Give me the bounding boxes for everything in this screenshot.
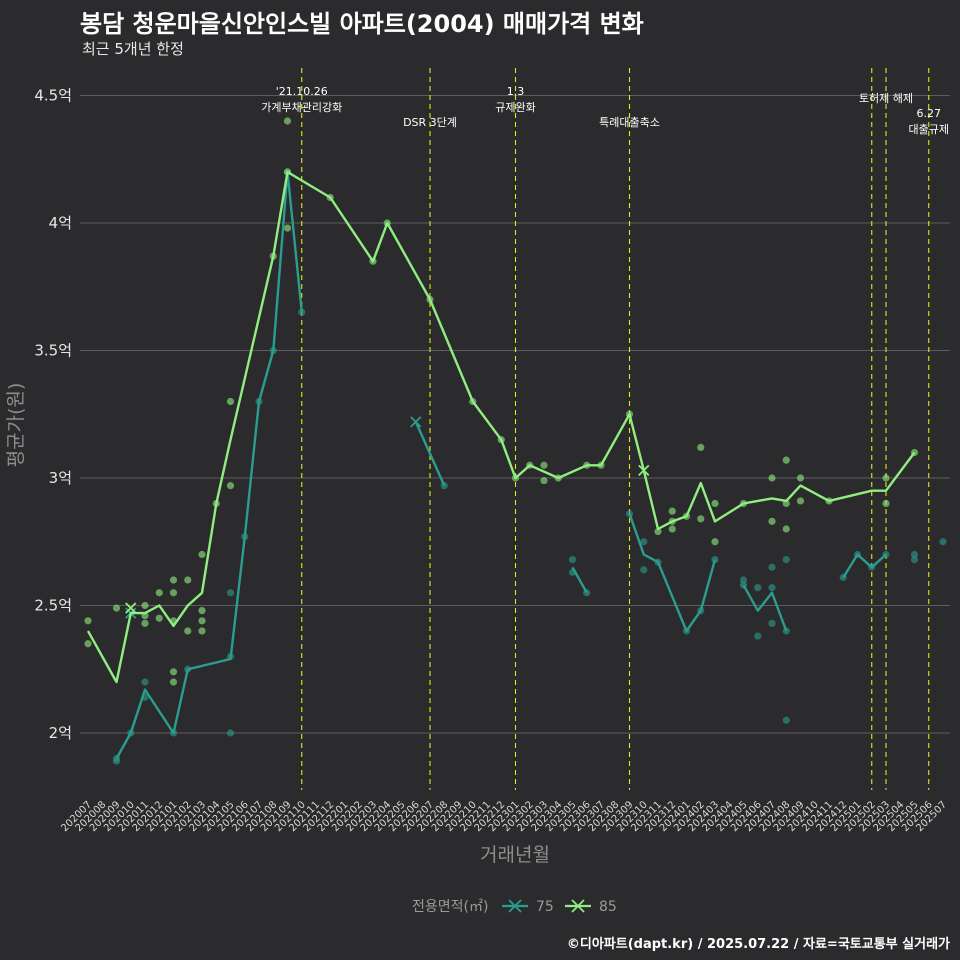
- data-point-85: [141, 619, 149, 627]
- data-point-85: [226, 482, 235, 490]
- data-point-75: [768, 584, 776, 592]
- data-point-75: [910, 550, 919, 559]
- event-label: 6.27: [917, 107, 942, 120]
- data-point-85: [84, 640, 92, 648]
- data-point-85: [283, 224, 292, 232]
- data-point-85: [169, 589, 178, 597]
- series-line-75: [571, 566, 588, 594]
- data-point-85: [169, 678, 178, 686]
- series-line-85: [86, 170, 916, 684]
- x-axis-title: 거래년월: [480, 844, 550, 866]
- data-point-75: [739, 576, 748, 584]
- event-label: '21.10.26: [276, 85, 328, 98]
- legend-title: 전용면적(㎡): [412, 899, 488, 915]
- cross-marker-85: [638, 464, 650, 476]
- data-point-75: [640, 566, 648, 574]
- data-point-85: [882, 474, 890, 482]
- data-point-85: [155, 614, 163, 622]
- data-point-75: [782, 716, 790, 724]
- data-point-85: [654, 527, 662, 536]
- legend-label: 85: [599, 899, 617, 915]
- chart-title: 봉담 청운마을신안인스빌 아파트(2004) 매매가격 변화: [80, 10, 644, 38]
- data-point-85: [768, 517, 776, 525]
- cross-marker-85: [125, 602, 137, 614]
- data-point-85: [882, 499, 890, 508]
- y-tick-label: 3억: [49, 469, 72, 487]
- data-point-85: [198, 617, 206, 625]
- data-point-85: [169, 576, 178, 584]
- data-point-85: [668, 507, 676, 515]
- event-label: 대출규제: [909, 123, 949, 136]
- event-label: 특례대출축소: [599, 116, 660, 129]
- data-point-75: [910, 556, 919, 564]
- data-point-85: [782, 525, 790, 533]
- data-point-85: [796, 474, 805, 482]
- data-point-85: [155, 589, 163, 597]
- event-label: 가계부채관리강화: [261, 101, 342, 114]
- y-tick-label: 4억: [49, 214, 72, 232]
- data-point-85: [184, 576, 192, 584]
- data-point-85: [283, 117, 292, 125]
- data-point-75: [141, 678, 149, 686]
- data-point-75: [782, 556, 790, 564]
- y-tick-label: 3.5억: [34, 342, 72, 360]
- data-point-75: [226, 729, 235, 737]
- data-point-85: [198, 550, 206, 559]
- data-point-75: [754, 632, 762, 640]
- data-point-85: [697, 443, 705, 451]
- y-tick-label: 2억: [49, 724, 72, 742]
- data-point-85: [711, 499, 719, 508]
- legend-swatch-cross: [571, 899, 585, 913]
- data-point-85: [198, 607, 206, 615]
- data-point-85: [697, 515, 705, 523]
- chart-caption: ©디아파트(dapt.kr) / 2025.07.22 / 자료=국토교통부 실…: [566, 937, 950, 952]
- series-line-75: [628, 513, 717, 633]
- data-point-85: [796, 497, 805, 505]
- series-line-75: [842, 553, 887, 579]
- y-axis-title: 평균가(원): [5, 383, 27, 468]
- y-tick-label: 2.5억: [34, 597, 72, 615]
- series-line-75: [742, 584, 788, 632]
- data-point-75: [939, 538, 947, 546]
- event-label: DSR 3단계: [403, 116, 457, 129]
- data-point-75: [568, 556, 577, 564]
- data-point-85: [84, 617, 92, 625]
- series-line-75: [115, 170, 303, 760]
- event-label: 규제완화: [495, 101, 535, 114]
- data-point-85: [768, 474, 776, 482]
- y-tick-label: 4.5억: [34, 87, 72, 105]
- data-point-75: [768, 563, 776, 571]
- legend-swatch-cross: [508, 899, 522, 913]
- chart-subtitle: 최근 5개년 한정: [82, 40, 184, 58]
- data-point-85: [540, 476, 548, 485]
- data-point-85: [112, 604, 121, 612]
- data-point-85: [184, 627, 192, 635]
- data-point-85: [198, 627, 206, 635]
- data-point-75: [226, 589, 235, 597]
- event-label: 토허제 해제: [859, 91, 913, 105]
- data-point-75: [640, 538, 648, 546]
- data-point-85: [782, 456, 790, 464]
- data-point-85: [141, 601, 149, 610]
- data-point-85: [540, 461, 548, 469]
- data-point-75: [768, 619, 776, 627]
- data-point-85: [711, 538, 719, 546]
- data-point-85: [226, 397, 235, 406]
- data-point-85: [668, 525, 676, 533]
- cross-marker-75: [410, 416, 422, 428]
- legend-label: 75: [536, 899, 554, 915]
- series-line-75: [414, 421, 446, 487]
- data-point-85: [169, 668, 178, 676]
- event-label: 1.3: [507, 85, 525, 98]
- data-point-75: [754, 584, 762, 592]
